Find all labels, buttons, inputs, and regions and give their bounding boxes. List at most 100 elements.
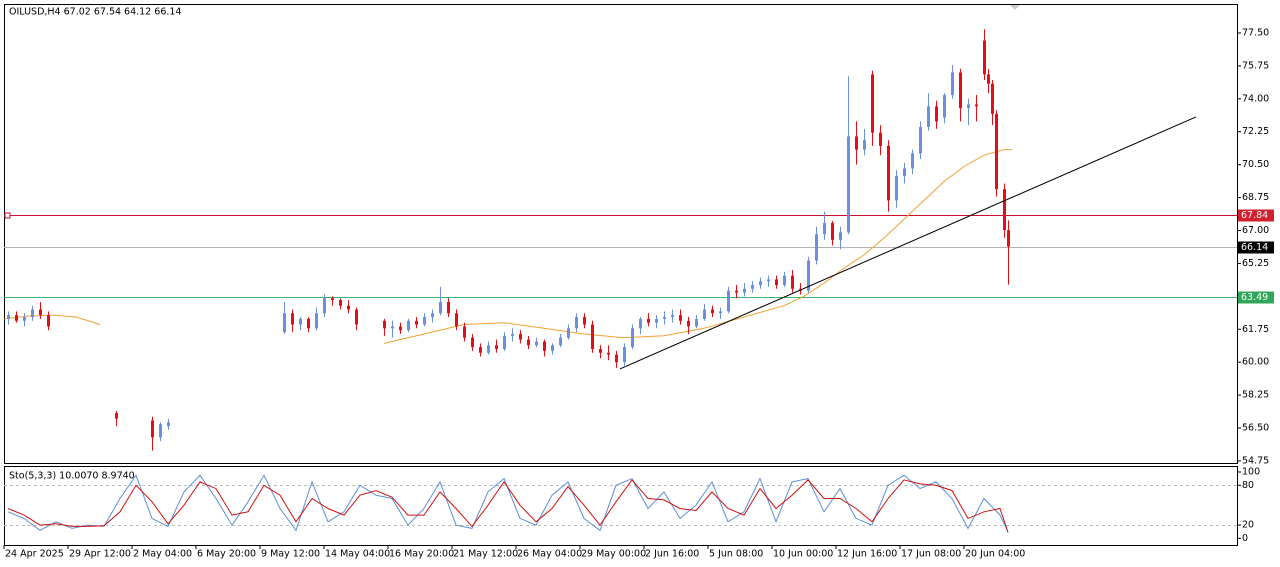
candle-body	[415, 320, 418, 325]
candle-body	[935, 106, 938, 122]
candle-body	[519, 333, 522, 340]
candle-body	[463, 326, 466, 338]
candle-body	[703, 309, 706, 319]
x-tick-label: 2 Jun 16:00	[645, 549, 699, 560]
x-tick-label: 12 Jun 16:00	[837, 549, 897, 560]
candle-body	[991, 83, 994, 114]
x-tick-label: 16 May 20:00	[389, 549, 454, 560]
candle-body	[495, 345, 498, 350]
candle-body	[331, 298, 334, 301]
candle-body	[167, 422, 170, 427]
price-level-label: 66.14	[1241, 242, 1268, 253]
candle-body	[775, 279, 778, 286]
candle-body	[511, 333, 514, 336]
candle-body	[911, 153, 914, 169]
shift-marker	[1010, 5, 1020, 10]
candle-body	[615, 354, 618, 363]
candle-body	[823, 222, 826, 235]
candle-body	[927, 106, 930, 128]
candle-body	[551, 345, 554, 351]
candle-body	[599, 349, 602, 353]
candle-body	[879, 132, 882, 146]
candle-body	[479, 347, 482, 353]
candle-body	[807, 260, 810, 291]
candle-body	[23, 317, 26, 321]
candle-body	[663, 317, 666, 319]
candle-body	[323, 298, 326, 314]
candle-body	[871, 74, 874, 133]
candle-body	[527, 339, 530, 346]
osc-y-tick-label: 80	[1242, 480, 1254, 491]
candle-body	[15, 315, 18, 321]
x-tick-label: 26 May 04:00	[517, 549, 582, 560]
y-tick-label: 75.75	[1242, 60, 1269, 71]
y-tick-label: 61.75	[1242, 324, 1269, 335]
y-tick-label: 54.75	[1242, 455, 1269, 466]
candle-body	[767, 279, 770, 282]
x-tick-label: 2 May 04:00	[133, 549, 192, 560]
main-panel	[4, 4, 1238, 464]
candle-body	[995, 113, 998, 190]
candle-body	[679, 315, 682, 321]
candle-body	[347, 305, 350, 310]
candle-body	[455, 313, 458, 327]
candle-body	[431, 313, 434, 318]
candle-body	[7, 315, 10, 319]
y-tick-label: 72.25	[1242, 126, 1269, 137]
candle-body	[591, 324, 594, 350]
x-tick-label: 17 Jun 08:00	[901, 549, 961, 560]
y-tick-label: 74.00	[1242, 93, 1269, 104]
candle-body	[439, 301, 442, 314]
x-tick-label: 29 Apr 12:00	[69, 549, 131, 560]
candle-body	[299, 318, 302, 325]
candle-body	[831, 222, 834, 240]
candle-body	[391, 326, 394, 329]
candle-body	[339, 300, 342, 306]
candle-body	[863, 140, 866, 150]
candle-body	[719, 311, 722, 314]
candle-body	[919, 127, 922, 154]
x-tick-label: 10 Jun 00:00	[773, 549, 833, 560]
y-tick-label: 70.50	[1242, 159, 1269, 170]
osc-y-tick-label: 100	[1242, 466, 1260, 477]
y-tick-label: 67.00	[1242, 225, 1269, 236]
oscillator-panel	[4, 466, 1238, 546]
candle-body	[687, 320, 690, 327]
candle-body	[751, 285, 754, 289]
x-tick-label: 24 Apr 2025	[5, 549, 64, 560]
price-level-box	[1238, 209, 1274, 222]
candle-body	[383, 320, 386, 329]
price-level-label: 67.84	[1241, 210, 1268, 221]
candle-body	[559, 337, 562, 346]
chart-title: OILUSD,H4 67.02 67.54 64.12 66.14	[9, 7, 181, 18]
candle-body	[567, 328, 570, 338]
candle-body	[315, 313, 318, 329]
candle-body	[855, 136, 858, 150]
candle-body	[355, 309, 358, 325]
candle-body	[115, 412, 118, 419]
price-level-box	[1238, 291, 1274, 304]
osc-y-tick-label: 20	[1242, 520, 1254, 531]
candle-body	[983, 40, 986, 75]
candle-body	[647, 318, 650, 323]
candle-body	[735, 290, 738, 293]
candle-body	[535, 341, 538, 346]
candle-body	[607, 352, 610, 355]
candle-body	[903, 168, 906, 176]
candle-body	[423, 317, 426, 325]
candle-body	[31, 309, 34, 318]
candle-body	[623, 347, 626, 363]
x-tick-label: 14 May 04:00	[325, 549, 390, 560]
candle-body	[943, 95, 946, 118]
x-tick-label: 21 May 12:00	[453, 549, 518, 560]
candle-body	[583, 317, 586, 325]
x-tick-label: 5 Jun 08:00	[709, 549, 763, 560]
candle-body	[151, 420, 154, 438]
candle-body	[543, 341, 546, 351]
candle-body	[1003, 189, 1006, 231]
candle-body	[847, 136, 850, 233]
x-tick-label: 20 Jun 04:00	[965, 549, 1025, 560]
price-level-label: 63.49	[1241, 292, 1268, 303]
y-tick-label: 56.50	[1242, 423, 1269, 434]
